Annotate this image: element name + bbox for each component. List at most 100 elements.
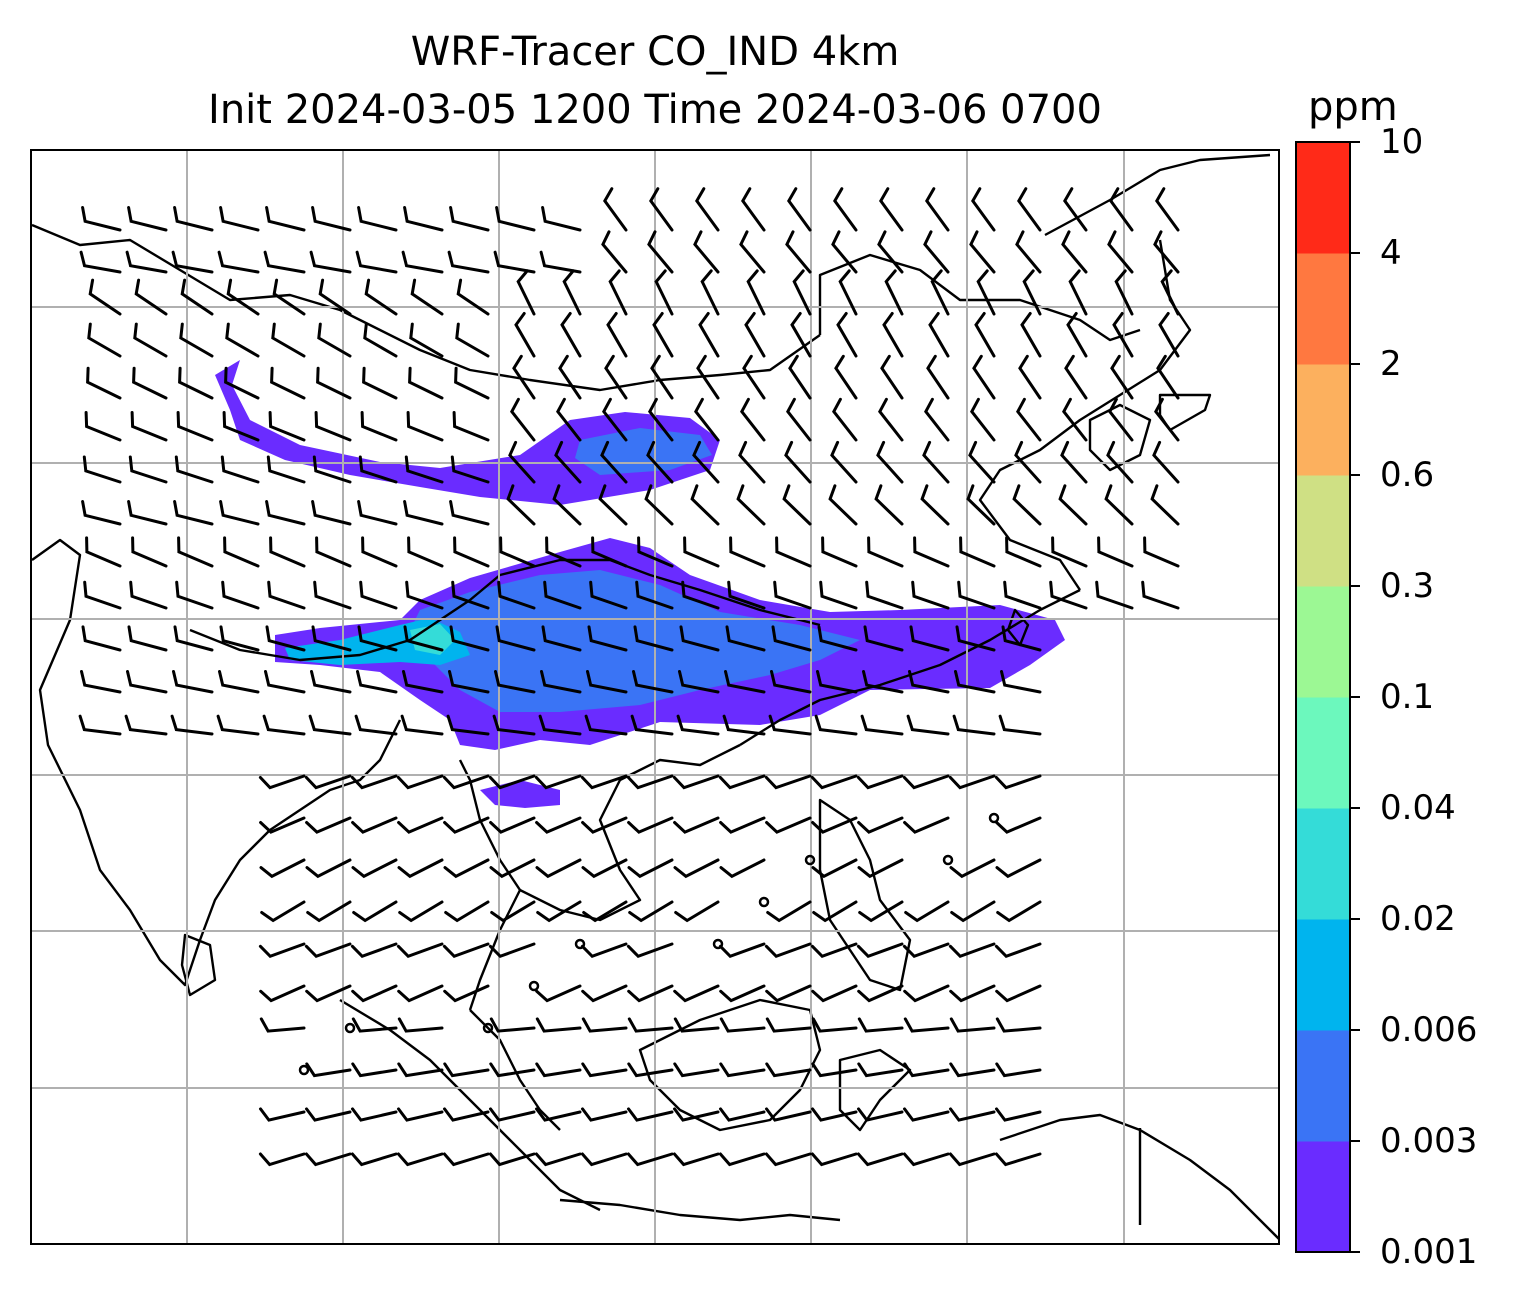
wind-barb <box>351 1062 398 1078</box>
wind-barb <box>312 455 352 484</box>
wind-barb <box>129 580 168 610</box>
wind-barb <box>538 714 582 736</box>
wind-barb <box>764 774 812 790</box>
wind-barb <box>722 714 766 736</box>
wind-barb <box>736 484 766 526</box>
wind-barb <box>652 312 674 358</box>
wind-barb <box>315 536 352 568</box>
wind-barb <box>170 714 214 736</box>
wind-barb <box>627 816 674 834</box>
wind-barb <box>410 278 444 316</box>
wind-barb <box>305 984 352 1003</box>
wind-barb <box>811 858 858 879</box>
wind-barb <box>948 942 996 959</box>
wind-barb <box>994 1152 1042 1167</box>
wind-barb <box>819 580 858 610</box>
wind-barb <box>304 774 352 790</box>
wind-barb <box>974 312 996 358</box>
wind-barb <box>81 500 122 526</box>
wind-barb <box>949 1062 996 1078</box>
colorbar-tick-label: 0.04 <box>1380 788 1456 828</box>
wind-barb <box>966 484 996 526</box>
wind-barb <box>1063 187 1088 232</box>
wind-barb <box>535 816 582 834</box>
wind-barb <box>450 455 490 484</box>
wind-barb <box>351 858 398 879</box>
wind-barb <box>403 625 444 652</box>
wind-barb <box>718 942 766 959</box>
wind-barb <box>259 1017 306 1033</box>
wind-barb <box>508 440 536 484</box>
wind-barb <box>362 366 398 400</box>
wind-barb <box>177 536 214 568</box>
wind-barb <box>860 714 904 736</box>
wind-barb <box>1015 230 1042 274</box>
wind-barb <box>406 411 444 442</box>
colorbar-segment <box>1296 586 1350 698</box>
wind-barb <box>223 536 260 568</box>
wind-barb <box>454 366 490 400</box>
wind-barb <box>812 900 858 923</box>
colorbar-segment <box>1296 253 1350 365</box>
wind-barb <box>635 580 674 610</box>
wind-barb <box>489 858 536 879</box>
wind-barb <box>351 816 398 834</box>
calm-wind-marker <box>942 854 954 866</box>
wind-barb <box>265 500 306 526</box>
wind-barb <box>584 714 628 736</box>
wind-barb <box>357 625 398 652</box>
wind-barb <box>646 440 674 484</box>
wind-barb <box>1005 536 1042 568</box>
wind-barb <box>456 278 490 316</box>
calm-wind-marker <box>988 812 1000 824</box>
wind-barb <box>602 397 628 442</box>
wind-barb <box>356 670 398 694</box>
wind-barb <box>552 484 582 526</box>
wind-barb <box>1110 354 1134 400</box>
wind-barb <box>811 1107 858 1122</box>
wind-barb <box>903 816 950 834</box>
wind-barb <box>768 714 812 736</box>
wind-barb <box>352 900 398 923</box>
wind-barb <box>127 625 168 652</box>
wind-barb <box>580 942 628 959</box>
wind-barb <box>448 670 490 694</box>
colorbar-segment <box>1296 364 1350 476</box>
wind-barb <box>676 714 720 736</box>
wind-barb <box>270 366 306 400</box>
colorbar-tick-label: 4 <box>1380 233 1402 273</box>
wind-barb <box>80 670 122 694</box>
wind-barb <box>949 984 996 1003</box>
wind-barb <box>260 900 306 923</box>
wind-barb <box>1107 230 1134 274</box>
wind-barb <box>1018 354 1042 400</box>
wind-barb <box>130 411 168 442</box>
wind-barb <box>488 1152 536 1167</box>
wind-barb <box>771 625 812 652</box>
wind-barb <box>449 625 490 652</box>
wind-barb <box>773 580 812 610</box>
coast-sri-lanka <box>180 933 217 997</box>
wind-barb <box>309 250 352 274</box>
wind-barb <box>81 625 122 652</box>
colorbar-segment <box>1296 475 1350 587</box>
wind-barb <box>134 278 168 316</box>
wind-barb <box>351 1107 398 1122</box>
wind-barb <box>1014 440 1042 484</box>
wind-barb <box>1097 536 1134 568</box>
wind-barb <box>828 484 858 526</box>
wind-barb <box>449 500 490 526</box>
wind-barb <box>810 1152 858 1167</box>
wind-barb <box>396 942 444 959</box>
wind-barb <box>949 1107 996 1122</box>
colorbar-tick-label: 0.1 <box>1380 677 1435 717</box>
wind-barb <box>591 536 628 568</box>
wind-barb <box>363 322 398 358</box>
wind-barb <box>493 250 536 274</box>
wind-barb <box>452 411 490 442</box>
calm-wind-marker <box>574 938 586 950</box>
wind-barb <box>535 1062 582 1078</box>
wind-barb <box>814 714 858 736</box>
wind-barb <box>403 500 444 526</box>
calm-wind-marker <box>758 896 770 908</box>
